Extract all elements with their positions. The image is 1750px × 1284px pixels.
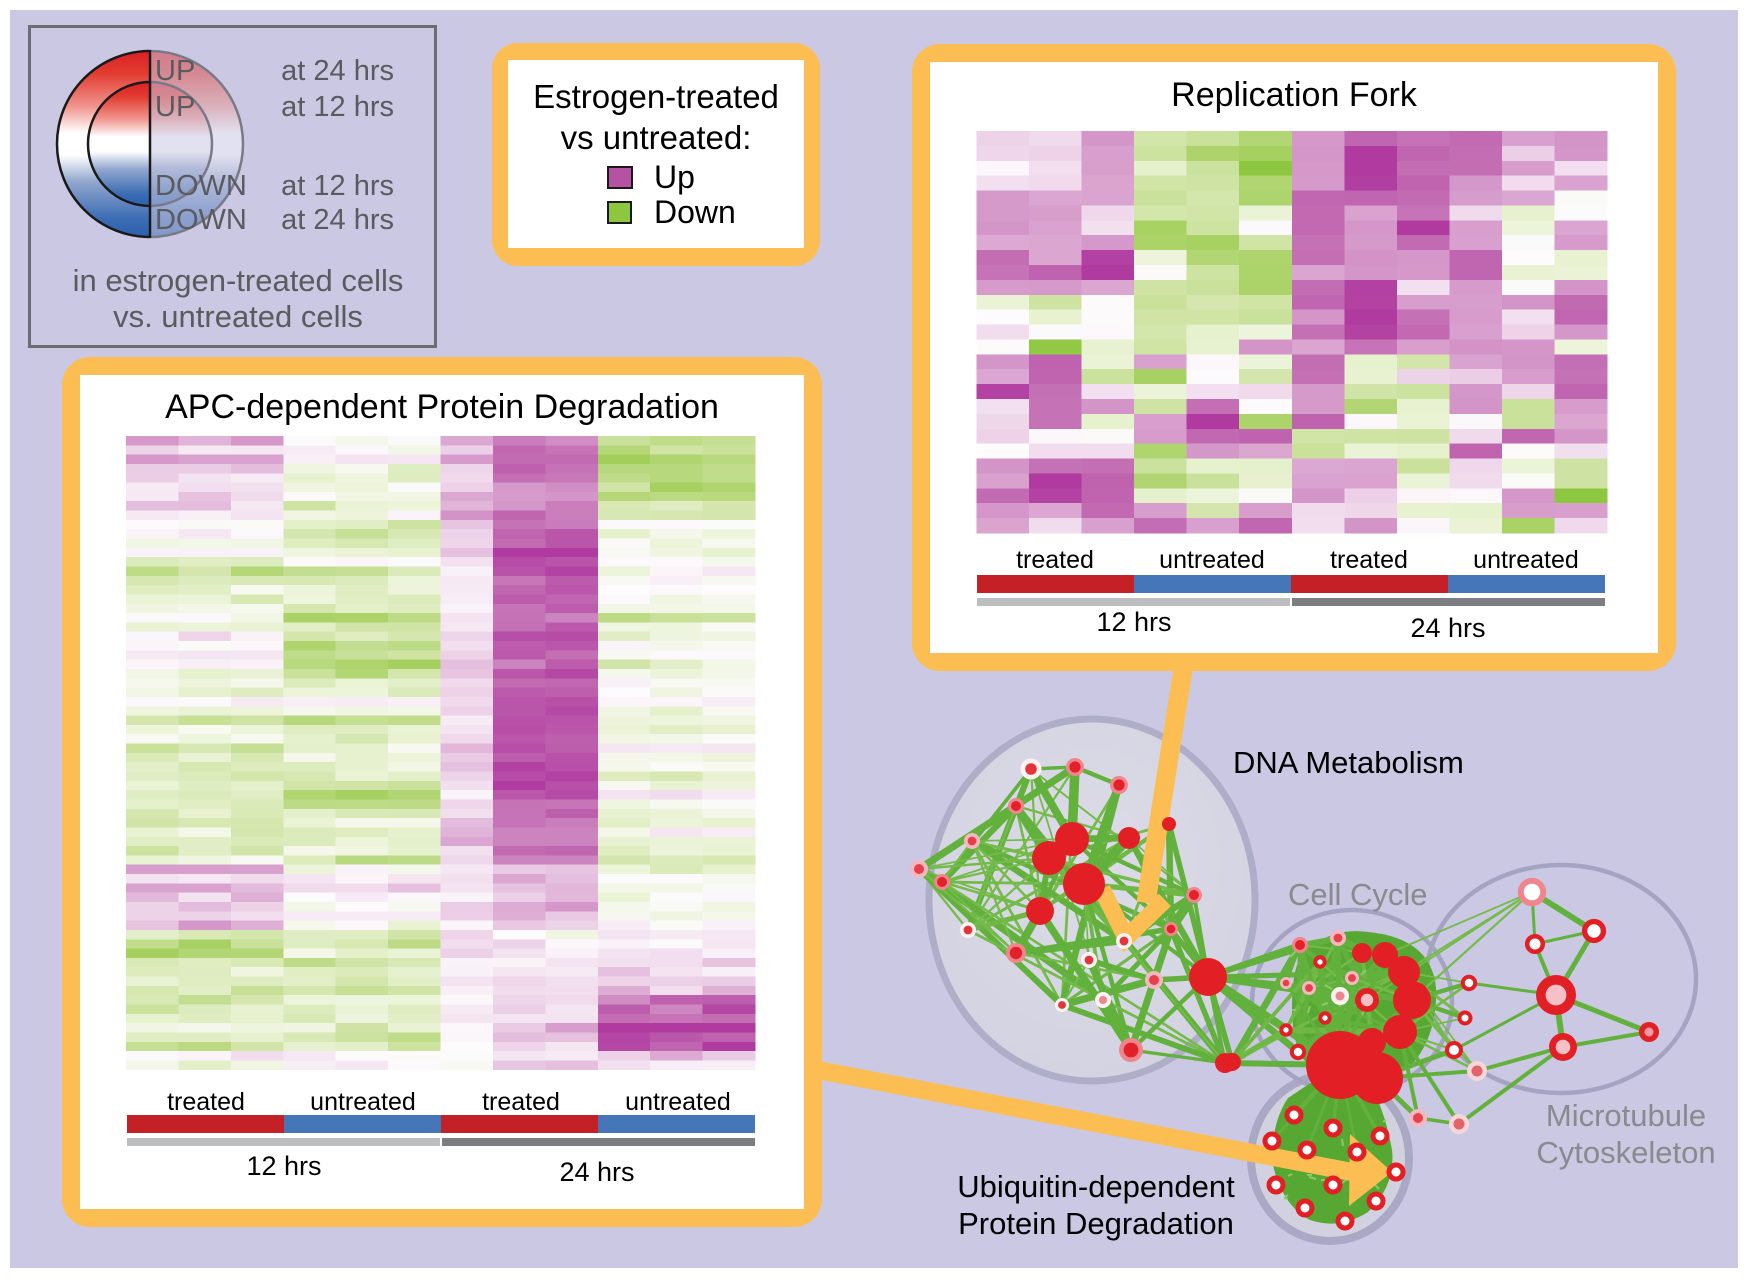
svg-text:vs. untreated cells: vs. untreated cells xyxy=(113,299,363,334)
svg-text:DOWN: DOWN xyxy=(155,204,247,236)
svg-text:Down: Down xyxy=(654,194,736,230)
svg-text:at 12 hrs: at 12 hrs xyxy=(281,170,394,202)
svg-text:untreated: untreated xyxy=(1473,546,1579,574)
svg-text:Estrogen-treated: Estrogen-treated xyxy=(533,78,779,115)
svg-text:APC-dependent Protein Degradat: APC-dependent Protein Degradation xyxy=(165,388,719,426)
svg-text:at 24 hrs: at 24 hrs xyxy=(281,204,394,236)
svg-text:treated: treated xyxy=(167,1088,245,1116)
svg-text:Protein Degradation: Protein Degradation xyxy=(958,1206,1234,1241)
svg-text:12 hrs: 12 hrs xyxy=(1096,607,1171,637)
svg-text:DNA Metabolism: DNA Metabolism xyxy=(1233,745,1464,780)
svg-text:Replication Fork: Replication Fork xyxy=(1171,76,1418,114)
svg-text:UP: UP xyxy=(155,91,195,123)
svg-text:treated: treated xyxy=(1016,546,1094,574)
svg-text:Cytoskeleton: Cytoskeleton xyxy=(1536,1135,1715,1170)
svg-text:24 hrs: 24 hrs xyxy=(559,1157,634,1187)
svg-text:untreated: untreated xyxy=(625,1088,731,1116)
svg-text:untreated: untreated xyxy=(1159,546,1265,574)
svg-text:at 12 hrs: at 12 hrs xyxy=(281,91,394,123)
svg-text:untreated: untreated xyxy=(310,1088,416,1116)
svg-text:Ubiquitin-dependent: Ubiquitin-dependent xyxy=(957,1169,1235,1204)
svg-text:UP: UP xyxy=(155,55,195,87)
svg-text:Microtubule: Microtubule xyxy=(1546,1098,1706,1133)
svg-text:Cell Cycle: Cell Cycle xyxy=(1288,877,1428,912)
svg-text:at 24 hrs: at 24 hrs xyxy=(281,55,394,87)
svg-text:DOWN: DOWN xyxy=(155,170,247,202)
svg-text:treated: treated xyxy=(1330,546,1408,574)
svg-text:24 hrs: 24 hrs xyxy=(1410,613,1485,643)
svg-text:Up: Up xyxy=(654,159,695,195)
svg-text:12 hrs: 12 hrs xyxy=(246,1151,321,1181)
svg-text:in estrogen-treated cells: in estrogen-treated cells xyxy=(73,263,404,298)
svg-text:vs untreated:: vs untreated: xyxy=(561,119,752,156)
svg-text:treated: treated xyxy=(482,1088,560,1116)
